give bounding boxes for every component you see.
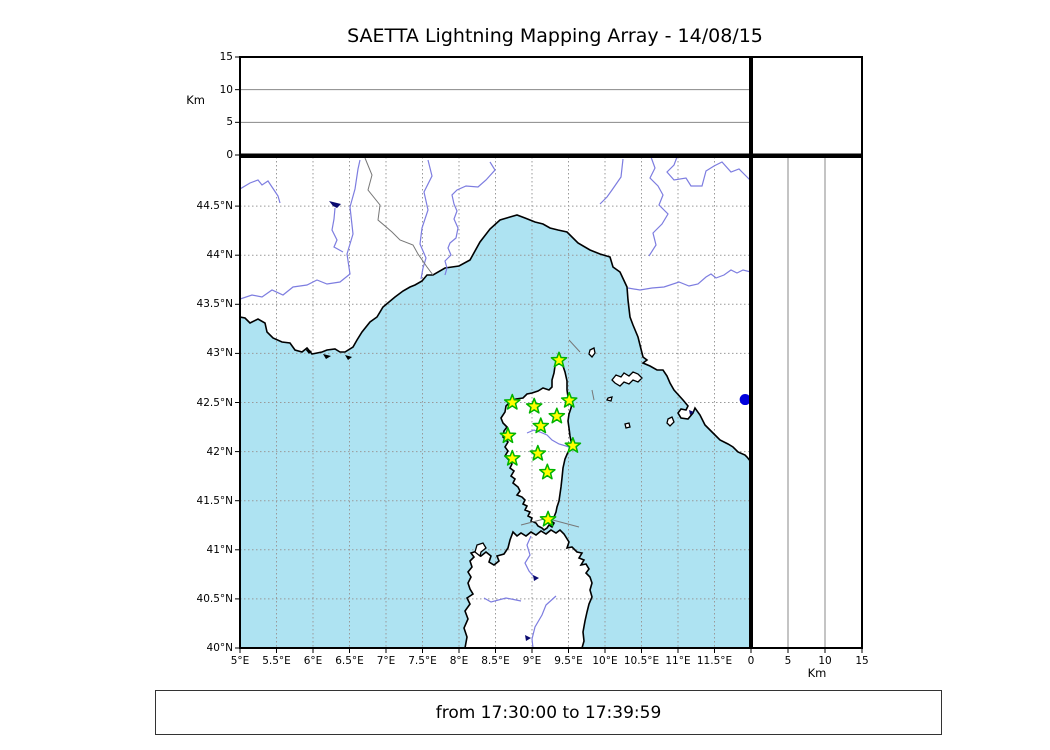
lon-tick-label: 11°E [665, 655, 691, 667]
lon-tick-label: 7.5°E [408, 655, 437, 667]
coastal-islets [305, 349, 352, 360]
event-marker-layer [739, 394, 751, 406]
lat-tick-label: 44°N [206, 249, 233, 262]
alt-bottom-tick-label: 0 [747, 655, 755, 667]
alt-lon-panel-frame [239, 56, 752, 156]
lat-tick-label: 42°N [206, 445, 233, 458]
station-star-marker [503, 393, 521, 410]
station-star-marker [503, 449, 521, 466]
lat-tick-label: 43.5°N [196, 298, 233, 311]
border-lines [364, 157, 595, 528]
lat-tick-label: 40°N [206, 642, 233, 654]
station-star-marker [529, 444, 547, 461]
lon-tick-label: 6°E [303, 655, 323, 667]
lon-tick-label: 5°E [230, 655, 250, 667]
lon-tick-label: 7°E [376, 655, 396, 667]
alt-left-tick-label: 10 [219, 83, 233, 96]
alt-bottom-tick-label: 15 [855, 655, 869, 667]
map-linework [240, 157, 751, 648]
time-range-box: from 17:30:00 to 17:39:59 [155, 690, 942, 735]
lon-tick-label: 11.5°E [696, 655, 733, 667]
alt-left-unit-label: Km [186, 93, 205, 107]
station-star-marker [538, 463, 556, 480]
station-markers [499, 351, 582, 527]
station-star-marker [532, 417, 550, 434]
station-star-marker [560, 391, 578, 408]
lon-tick-label: 10°E [592, 655, 618, 667]
lon-tick-label: 9.5°E [554, 655, 583, 667]
axis-ticks [235, 56, 863, 653]
lat-tick-label: 44.5°N [196, 200, 233, 213]
station-star-marker [550, 351, 568, 368]
lon-tick-label: 9°E [522, 655, 542, 667]
alt-left-tick-label: 5 [226, 116, 233, 129]
alt-bottom-tick-label: 5 [784, 655, 792, 667]
lon-tick-label: 8.5°E [481, 655, 510, 667]
altitude-panel-gridlines [240, 89, 826, 648]
lon-tick-label: 8°E [449, 655, 469, 667]
lat-tick-label: 43°N [206, 347, 233, 360]
station-star-marker [525, 397, 543, 414]
page-title: SAETTA Lightning Mapping Array - 14/08/1… [347, 25, 763, 47]
station-star-marker [539, 510, 557, 527]
station-star-marker [564, 436, 582, 453]
lightning-event-dot [739, 394, 751, 406]
alt-lat-panel-frame [750, 156, 863, 649]
histogram-panel-frame [750, 56, 863, 156]
alt-bottom-unit-label: Km [807, 666, 827, 680]
lakes [329, 201, 694, 641]
alt-bottom-tick-label: 10 [818, 655, 832, 667]
station-star-marker [548, 407, 566, 424]
time-range-text: from 17:30:00 to 17:39:59 [435, 702, 662, 723]
lat-tick-label: 40.5°N [196, 592, 233, 605]
alt-left-tick-label: 0 [226, 149, 233, 161]
lat-tick-label: 41.5°N [196, 494, 233, 507]
lat-tick-label: 42.5°N [196, 396, 233, 409]
alt-left-tick-label: 15 [219, 51, 233, 63]
lon-tick-label: 6.5°E [335, 655, 364, 667]
lon-tick-label: 10.5°E [623, 655, 660, 667]
lon-tick-label: 5.5°E [262, 655, 291, 667]
lat-tick-label: 41°N [206, 543, 233, 556]
rivers [240, 157, 751, 648]
station-star-marker [499, 427, 517, 444]
